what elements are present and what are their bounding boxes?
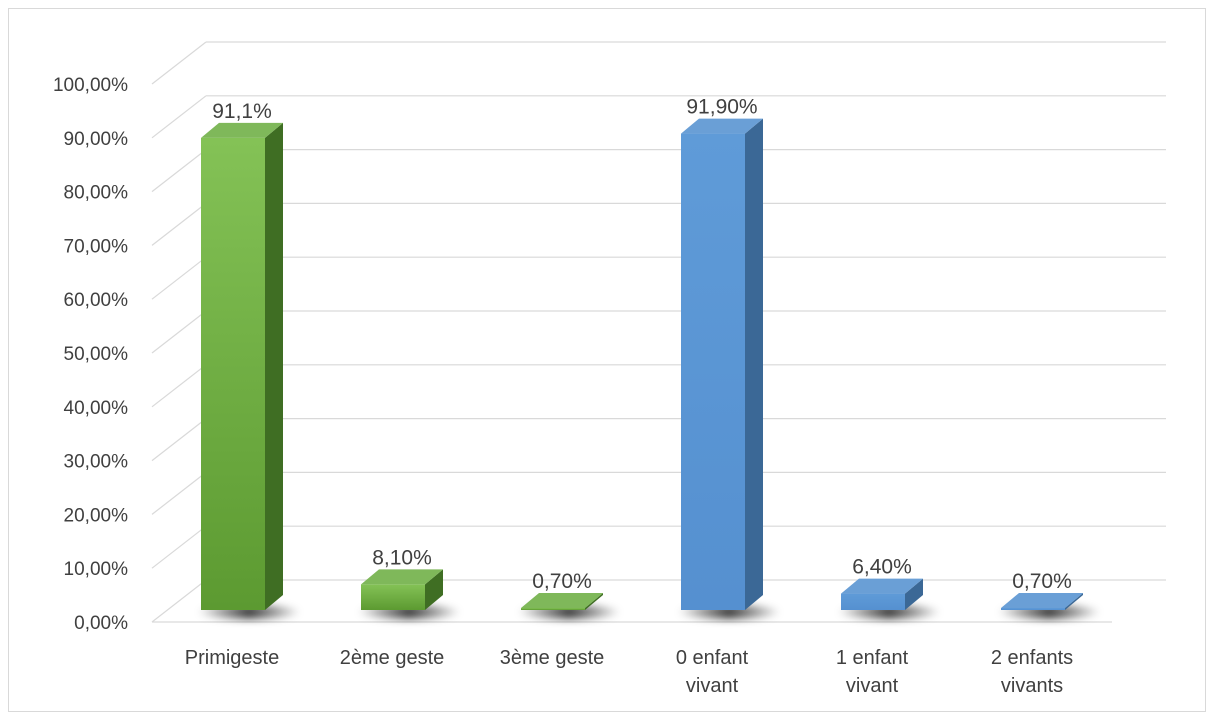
bar-side <box>905 578 923 610</box>
bar-top <box>521 593 603 608</box>
data-label: 8,10% <box>372 546 432 569</box>
bar-side <box>425 569 443 610</box>
x-category-label: vivant <box>846 675 899 697</box>
y-tick-label: 10,00% <box>64 559 129 580</box>
x-category-label: Primigeste <box>185 647 279 669</box>
bar-top <box>841 578 923 594</box>
x-category-label: 2 enfants <box>991 647 1073 669</box>
gridline-side <box>151 525 207 569</box>
y-tick-label: 100,00% <box>53 75 128 96</box>
bar-side <box>745 118 763 610</box>
gridline-side <box>151 364 207 408</box>
y-tick-label: 0,00% <box>74 613 128 634</box>
x-category-label: vivants <box>1001 675 1063 697</box>
bar <box>839 578 939 619</box>
bar-front <box>1001 608 1065 610</box>
bar <box>199 122 299 619</box>
gridline-side <box>151 310 207 354</box>
data-label: 91,90% <box>686 96 757 119</box>
bar-top <box>1001 593 1083 608</box>
gridlines <box>151 41 1166 623</box>
bar <box>519 593 619 619</box>
x-category-label: 2ème geste <box>340 647 445 669</box>
bars <box>199 118 1099 619</box>
data-label: 6,40% <box>852 556 912 579</box>
gridline-side <box>151 471 207 515</box>
bar-top <box>361 569 443 585</box>
x-category-label: 3ème geste <box>500 647 605 669</box>
y-tick-label: 70,00% <box>64 236 129 257</box>
y-tick-label: 20,00% <box>64 505 129 526</box>
bar-side <box>585 593 603 610</box>
gridline-side <box>151 418 207 462</box>
y-axis: 0,00% 10,00% 20,00% 30,00% 40,00% 50,00% 60,00… <box>53 75 128 634</box>
data-label: 0,70% <box>532 570 592 593</box>
bar-front <box>361 584 425 610</box>
gridline-side <box>151 95 207 139</box>
y-tick-label: 50,00% <box>64 344 129 365</box>
y-tick-label: 40,00% <box>64 398 129 419</box>
bar <box>999 593 1099 619</box>
bar <box>679 118 779 619</box>
bar-top <box>201 122 283 138</box>
bar-side <box>1065 593 1083 610</box>
bar-top <box>681 118 763 134</box>
gridline-side <box>151 202 207 246</box>
labels: 91,1% Primigeste 8,10% 2ème geste 0,70% 3ème … <box>185 96 1073 697</box>
bar-front <box>681 133 745 610</box>
y-tick-label: 90,00% <box>64 129 129 150</box>
x-category-label: 1 enfant <box>836 647 909 669</box>
bar-side <box>265 122 283 610</box>
floor-edge <box>151 579 207 623</box>
x-category-label: vivant <box>686 675 739 697</box>
bar-front <box>841 593 905 610</box>
data-label: 91,1% <box>212 100 272 123</box>
y-tick-label: 80,00% <box>64 183 129 204</box>
bar <box>359 569 459 619</box>
gridline-side <box>151 41 207 85</box>
data-label: 0,70% <box>1012 570 1072 593</box>
bar-front <box>201 137 265 610</box>
gridline-side <box>151 149 207 193</box>
bar-front <box>521 608 585 610</box>
y-tick-label: 60,00% <box>64 290 129 311</box>
y-tick-label: 30,00% <box>64 452 129 473</box>
x-category-label: 0 enfant <box>676 647 749 669</box>
gridline-side <box>151 256 207 300</box>
